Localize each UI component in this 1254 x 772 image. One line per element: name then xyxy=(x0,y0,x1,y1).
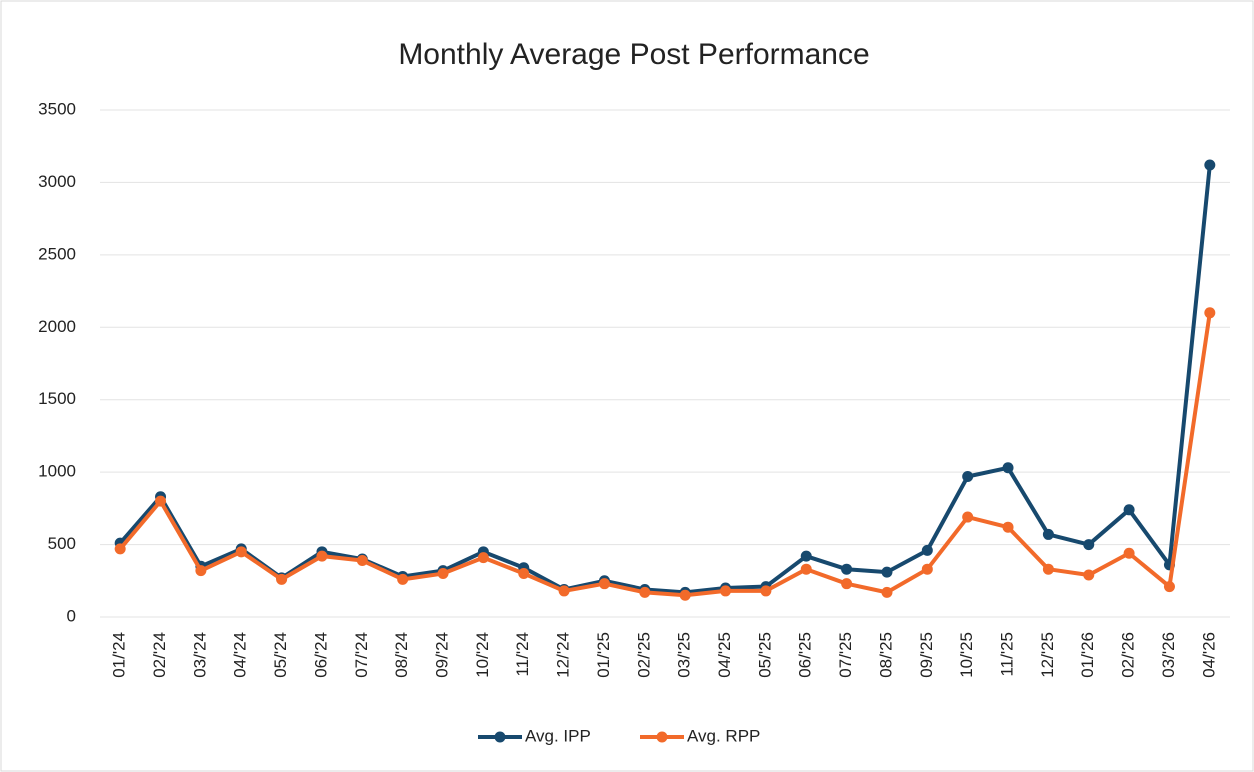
x-tick-label: 07/'24 xyxy=(352,632,371,678)
data-point xyxy=(1163,581,1175,593)
data-point xyxy=(1002,462,1014,474)
x-tick-label: 11/'24 xyxy=(513,632,532,677)
x-tick-label: 02/'25 xyxy=(634,632,653,678)
x-tick-label: 05/'24 xyxy=(271,632,290,678)
data-point xyxy=(760,585,772,597)
x-tick-label: 08/'25 xyxy=(876,632,895,678)
data-point xyxy=(800,563,812,575)
data-point xyxy=(114,543,126,555)
y-tick-label: 2500 xyxy=(38,244,76,263)
x-tick-label: 12/'25 xyxy=(1038,632,1057,678)
data-point xyxy=(316,550,328,562)
data-point xyxy=(598,578,610,590)
data-point xyxy=(1042,528,1054,540)
data-point xyxy=(1204,159,1216,171)
data-point xyxy=(1083,539,1095,551)
data-point xyxy=(881,586,893,598)
legend-label: Avg. IPP xyxy=(525,726,591,745)
x-tick-label: 03/'24 xyxy=(190,632,209,678)
x-tick-label: 11/'25 xyxy=(998,632,1017,677)
data-point xyxy=(881,566,893,578)
x-tick-label: 06/'25 xyxy=(796,632,815,678)
data-point xyxy=(720,585,732,597)
y-tick-label: 3000 xyxy=(38,172,76,191)
y-tick-label: 0 xyxy=(67,606,76,625)
y-tick-label: 2000 xyxy=(38,317,76,336)
data-point xyxy=(800,550,812,562)
data-point xyxy=(921,563,933,575)
data-point xyxy=(962,470,974,482)
y-tick-label: 1500 xyxy=(38,389,76,408)
data-point xyxy=(921,544,933,556)
data-point xyxy=(1002,521,1014,533)
data-point xyxy=(195,565,207,577)
y-tick-label: 500 xyxy=(48,534,76,553)
x-tick-label: 02/'26 xyxy=(1119,632,1138,678)
data-point xyxy=(477,552,489,564)
data-point xyxy=(639,586,651,598)
series-line xyxy=(118,164,1212,595)
chart-title: Monthly Average Post Performance xyxy=(398,38,869,71)
x-tick-label: 02/'24 xyxy=(150,632,169,678)
data-point xyxy=(1083,569,1095,581)
data-point xyxy=(841,578,853,590)
legend-marker xyxy=(656,731,668,743)
data-point xyxy=(1042,563,1054,575)
data-point xyxy=(235,546,247,558)
x-tick-label: 01/'24 xyxy=(110,632,129,678)
data-point xyxy=(397,573,409,585)
x-tick-label: 12/'24 xyxy=(554,632,573,678)
x-tick-label: 04/'24 xyxy=(231,632,250,678)
data-point xyxy=(276,573,288,585)
x-tick-label: 09/'25 xyxy=(917,632,936,678)
x-tick-label: 01/'26 xyxy=(1078,632,1097,678)
data-point xyxy=(1123,504,1135,516)
x-tick-label: 10/'25 xyxy=(957,632,976,678)
x-tick-label: 04/'25 xyxy=(715,632,734,678)
data-point xyxy=(679,589,691,601)
x-tick-label: 01/'25 xyxy=(594,632,613,678)
x-tick-label: 03/'26 xyxy=(1159,632,1178,678)
data-point xyxy=(841,563,853,575)
y-tick-label: 3500 xyxy=(38,99,76,118)
data-point xyxy=(437,568,449,580)
x-tick-label: 06/'24 xyxy=(311,632,330,678)
series-line xyxy=(118,312,1212,598)
y-tick-label: 1000 xyxy=(38,462,76,481)
x-tick-label: 07/'25 xyxy=(836,632,855,678)
x-tick-label: 03/'25 xyxy=(675,632,694,678)
data-point xyxy=(356,555,368,567)
data-point xyxy=(518,568,530,580)
data-point xyxy=(962,511,974,523)
legend-label: Avg. RPP xyxy=(687,726,760,745)
data-point xyxy=(155,495,167,507)
legend-marker xyxy=(494,731,506,743)
x-tick-label: 04/'26 xyxy=(1199,632,1218,678)
data-point xyxy=(558,585,570,597)
x-tick-label: 08/'24 xyxy=(392,632,411,678)
data-point xyxy=(1204,307,1216,319)
x-tick-label: 10/'24 xyxy=(473,632,492,678)
x-tick-label: 05/'25 xyxy=(755,632,774,678)
data-point xyxy=(1123,547,1135,559)
x-tick-label: 09/'24 xyxy=(433,632,452,678)
